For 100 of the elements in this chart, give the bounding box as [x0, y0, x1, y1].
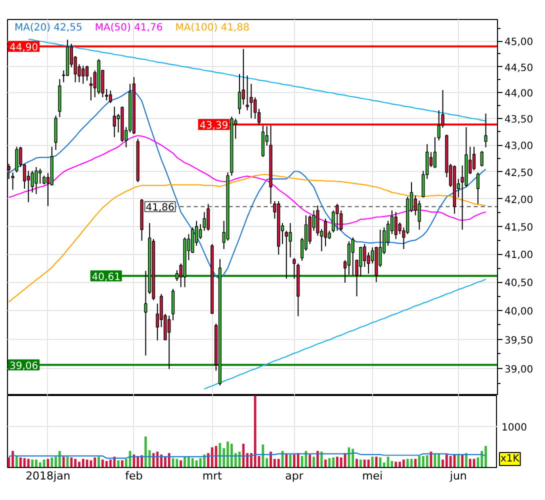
candlestick — [480, 150, 484, 168]
bar — [360, 460, 362, 468]
bar — [117, 460, 120, 468]
bar — [293, 454, 296, 468]
ref-line-label: 39,06 — [10, 360, 38, 372]
bar — [285, 454, 288, 468]
bar — [484, 446, 487, 468]
y-tick-label: 40,00 — [504, 306, 534, 318]
bar — [62, 456, 65, 468]
bar — [371, 456, 374, 468]
bar — [144, 436, 147, 468]
bar — [70, 457, 73, 468]
candlestick — [433, 136, 437, 169]
bar — [254, 396, 256, 468]
bar — [98, 456, 100, 468]
candlestick — [437, 110, 440, 141]
bar — [375, 456, 378, 468]
ref-line-label: 44,90 — [10, 42, 38, 54]
bar — [210, 447, 214, 468]
y-tick-label: 39,00 — [504, 364, 534, 376]
bar — [94, 457, 96, 468]
bar — [289, 454, 292, 468]
candlestick — [202, 212, 206, 232]
bar — [438, 454, 440, 468]
candlestick — [19, 146, 22, 168]
bar — [394, 462, 398, 468]
line-series — [8, 174, 486, 302]
text: 1000 — [502, 422, 527, 434]
candlestick — [168, 315, 171, 370]
bar — [74, 458, 76, 468]
candlestick — [292, 257, 296, 280]
y-tick-label: 44,50 — [504, 62, 534, 74]
bar — [180, 460, 182, 468]
bar — [242, 444, 245, 468]
candlestick — [108, 90, 112, 104]
bar — [31, 460, 34, 468]
candlestick — [351, 236, 354, 276]
y-tick-label: 43,50 — [504, 114, 534, 126]
bar — [363, 460, 366, 468]
candlestick — [254, 96, 257, 120]
bar — [50, 457, 54, 468]
bar — [19, 457, 22, 468]
candlestick — [105, 88, 108, 101]
bar — [12, 450, 14, 468]
x-tick-label: jun — [448, 470, 467, 482]
candlestick — [284, 230, 288, 280]
bar — [113, 456, 116, 468]
bar — [191, 458, 194, 468]
y-tick-label: 41,00 — [504, 250, 534, 262]
text: MA(50) 41,76 — [94, 22, 163, 34]
bar — [336, 456, 338, 468]
bar — [446, 454, 448, 468]
candlestick — [418, 200, 421, 230]
line-series — [8, 90, 486, 280]
bar — [468, 458, 472, 468]
bar — [184, 456, 186, 468]
candlestick — [288, 222, 292, 258]
bar — [422, 456, 424, 468]
bar — [121, 460, 124, 468]
text: x1K — [500, 454, 520, 464]
candlestick — [394, 212, 398, 240]
bar — [406, 458, 409, 468]
bar — [226, 442, 229, 468]
x-tick-label: mrt — [202, 470, 223, 482]
bar — [270, 452, 272, 468]
candlestick — [472, 146, 476, 171]
bar — [340, 457, 342, 468]
candlestick — [242, 48, 245, 106]
ref-line-label: 40,61 — [92, 272, 120, 283]
bar — [38, 462, 42, 468]
bar — [156, 452, 159, 468]
bar — [16, 456, 18, 468]
candlestick — [191, 226, 194, 254]
bar — [398, 462, 401, 468]
bar — [414, 458, 417, 468]
candlestick — [34, 166, 38, 195]
bar — [402, 460, 405, 468]
candlestick — [38, 168, 42, 184]
candlestick — [112, 106, 116, 138]
bar — [296, 453, 300, 468]
bar — [164, 456, 166, 468]
bar — [461, 454, 464, 468]
candlestick — [347, 240, 351, 276]
bar — [78, 462, 80, 468]
bar — [332, 457, 334, 468]
candlestick — [171, 288, 175, 321]
bar — [449, 456, 452, 468]
y-tick-label: 43,00 — [504, 141, 534, 152]
text: MA(100) 41,88 — [175, 22, 250, 34]
y-tick-label: 42,00 — [504, 194, 534, 206]
candlestick — [324, 218, 328, 247]
candlestick — [336, 203, 339, 232]
bar — [58, 450, 61, 468]
x-tick-label: feb — [125, 470, 143, 482]
y-tick-label: 45,00 — [504, 37, 534, 48]
candlestick — [316, 205, 320, 236]
bar — [277, 458, 280, 468]
bar — [320, 452, 323, 468]
candlestick — [15, 146, 18, 173]
bar — [105, 461, 108, 468]
